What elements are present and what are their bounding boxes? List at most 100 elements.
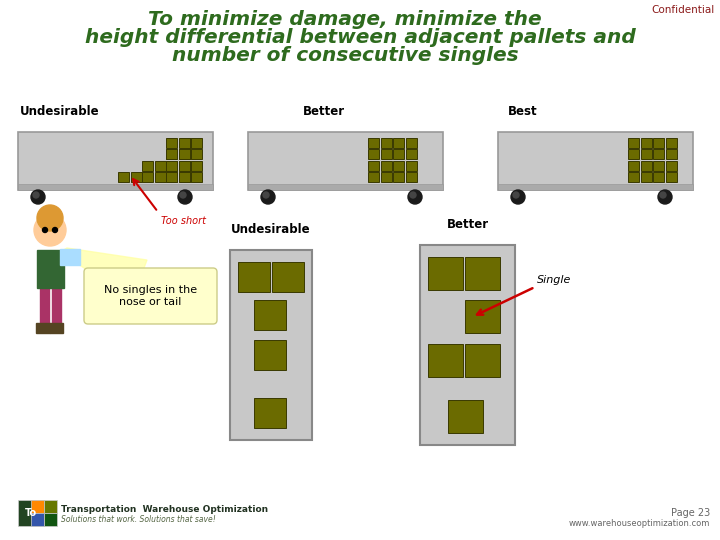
Bar <box>498 184 693 190</box>
Circle shape <box>34 214 66 246</box>
Text: Transportation  Warehouse Optimization: Transportation Warehouse Optimization <box>61 504 268 514</box>
Bar <box>665 160 677 171</box>
Bar <box>18 132 213 190</box>
Bar <box>254 398 286 428</box>
Bar <box>50 323 63 333</box>
Bar <box>653 160 664 171</box>
Bar <box>60 249 80 265</box>
Bar <box>179 160 189 171</box>
Text: Solutions that work. Solutions that save!: Solutions that work. Solutions that save… <box>61 515 216 524</box>
Text: number of consecutive singles: number of consecutive singles <box>171 46 518 65</box>
Bar <box>641 138 652 147</box>
Text: Too short: Too short <box>161 216 206 226</box>
Circle shape <box>31 190 45 204</box>
Bar <box>40 287 49 325</box>
Bar <box>52 287 61 325</box>
Circle shape <box>33 192 39 198</box>
Bar <box>405 149 416 159</box>
Bar <box>37 250 64 288</box>
Bar <box>166 172 177 182</box>
Bar <box>142 160 153 171</box>
Bar <box>118 172 129 182</box>
Bar <box>665 149 677 159</box>
Bar <box>465 300 500 333</box>
Bar <box>179 160 189 171</box>
Text: Single: Single <box>537 275 572 285</box>
Bar <box>142 172 153 182</box>
Text: Undesirable: Undesirable <box>231 223 311 236</box>
Circle shape <box>408 190 422 204</box>
Bar <box>180 172 191 182</box>
Text: Better: Better <box>446 218 489 231</box>
Bar <box>155 172 166 182</box>
Bar <box>31 513 44 526</box>
Bar <box>36 323 50 333</box>
Bar <box>628 138 639 147</box>
Bar <box>155 160 166 171</box>
Bar <box>393 160 404 171</box>
Text: Better: Better <box>303 105 345 118</box>
Circle shape <box>658 190 672 204</box>
Bar <box>368 172 379 182</box>
Bar <box>179 149 189 159</box>
Bar <box>628 160 639 171</box>
Bar <box>393 172 404 182</box>
Circle shape <box>261 190 275 204</box>
Text: Undesirable: Undesirable <box>20 105 99 118</box>
Bar <box>254 340 286 370</box>
Bar <box>180 149 191 159</box>
Circle shape <box>180 192 186 198</box>
Bar <box>653 138 664 147</box>
Bar <box>428 344 463 377</box>
Bar <box>271 262 304 292</box>
Bar <box>665 172 677 182</box>
Bar <box>166 149 177 159</box>
Bar <box>498 132 693 190</box>
Bar <box>464 257 500 290</box>
Bar <box>380 149 392 159</box>
Bar <box>628 149 639 159</box>
Circle shape <box>37 205 63 231</box>
Circle shape <box>178 190 192 204</box>
Bar <box>18 184 213 190</box>
Text: Confidential: Confidential <box>652 5 715 15</box>
Bar <box>653 172 664 182</box>
Bar <box>428 257 463 290</box>
Bar <box>448 400 483 433</box>
Text: To: To <box>25 508 37 518</box>
Bar <box>166 149 177 159</box>
Polygon shape <box>60 248 147 300</box>
Bar <box>665 138 677 147</box>
Text: www.warehouseoptimization.com: www.warehouseoptimization.com <box>569 519 710 528</box>
Text: Page 23: Page 23 <box>671 508 710 518</box>
Bar <box>248 184 443 190</box>
Bar <box>380 138 392 147</box>
Bar <box>44 513 57 526</box>
Bar <box>230 250 312 440</box>
Circle shape <box>660 192 666 198</box>
FancyBboxPatch shape <box>84 268 217 324</box>
Bar <box>180 138 191 147</box>
Bar <box>166 160 177 171</box>
Bar <box>31 500 44 513</box>
Bar <box>191 138 202 147</box>
Bar <box>641 160 652 171</box>
Circle shape <box>410 192 416 198</box>
Bar <box>405 138 416 147</box>
Bar <box>368 138 379 147</box>
Bar <box>44 500 57 513</box>
Bar <box>641 172 652 182</box>
Bar <box>191 172 202 182</box>
Bar <box>179 172 189 182</box>
Bar <box>380 172 392 182</box>
Bar <box>628 172 639 182</box>
Bar <box>405 172 416 182</box>
Bar <box>166 138 177 147</box>
Bar <box>238 262 270 292</box>
Text: height differential between adjacent pallets and: height differential between adjacent pal… <box>85 28 635 47</box>
Text: Best: Best <box>508 105 538 118</box>
Bar <box>179 138 189 147</box>
Bar <box>179 172 189 182</box>
Bar <box>166 172 177 182</box>
Bar <box>420 245 515 445</box>
